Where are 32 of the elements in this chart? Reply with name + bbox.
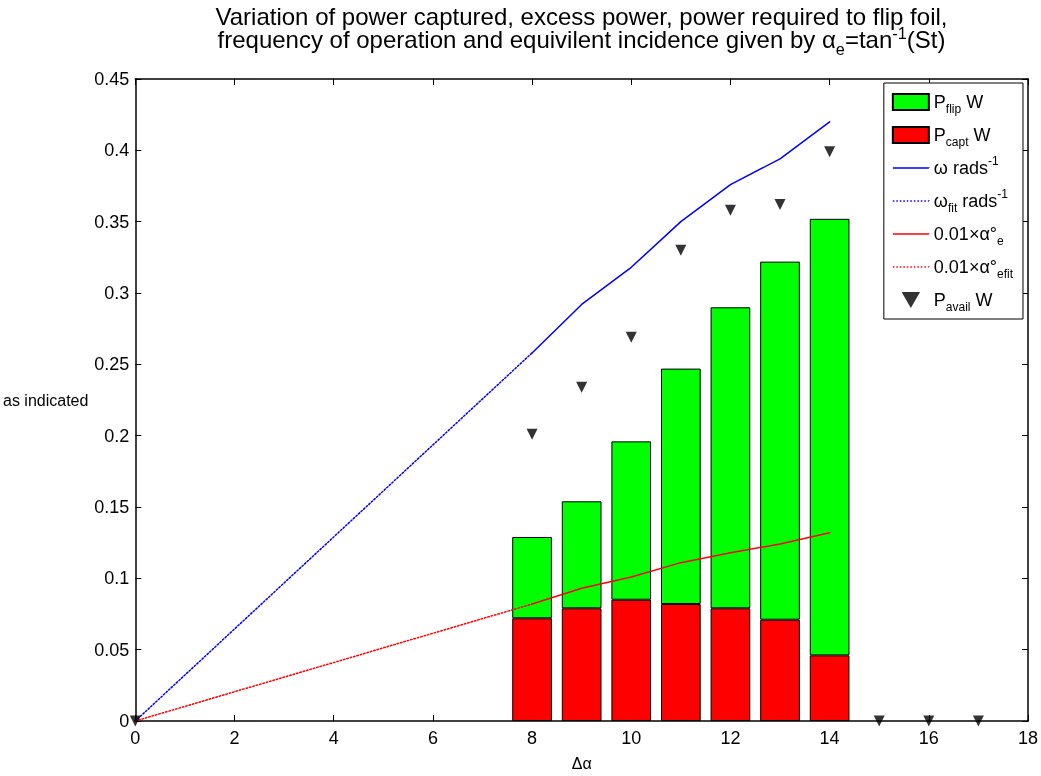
x-tick-label: 18 (1017, 728, 1038, 748)
y-tick-label: 0.1 (104, 568, 130, 589)
point (873, 715, 885, 727)
y-tick-label: 0 (119, 711, 130, 731)
y-tick-label: 0.05 (94, 639, 130, 660)
chart-title: Variation of power captured, excess power, power required to flip foil, frequency of operation and equivilent incidence given by α$_{e}$=tan$^{-1}$(St) (215, 3, 948, 59)
point (576, 381, 588, 393)
y-axis-title: as indicated (3, 391, 89, 409)
point (724, 204, 736, 216)
y-tick-label: 0.3 (104, 283, 130, 303)
point (923, 715, 935, 727)
x-tick-label: 6 (427, 728, 438, 748)
y-tick-label: 0.25 (94, 354, 130, 375)
point (625, 331, 637, 343)
y-tick-label: 0.4 (104, 140, 130, 161)
x-tick-label: 10 (621, 728, 642, 748)
x-tick-label: 16 (918, 728, 939, 748)
y-tick-label: 0.35 (94, 211, 130, 232)
point (774, 199, 786, 211)
x-tick-label: 4 (328, 728, 339, 748)
x-axis-title: Δα (571, 754, 592, 772)
point (526, 428, 538, 440)
point (675, 244, 687, 256)
point (824, 146, 836, 158)
y-tick-label: 0.2 (104, 425, 130, 446)
y-tick-label: 0.15 (94, 497, 130, 517)
point (972, 715, 984, 727)
x-tick-label: 14 (819, 728, 840, 748)
x-tick-label: 12 (720, 728, 741, 748)
x-tick-label: 2 (229, 728, 240, 748)
y-tick-label: 0.45 (94, 69, 130, 89)
x-tick-label: 8 (527, 728, 538, 748)
